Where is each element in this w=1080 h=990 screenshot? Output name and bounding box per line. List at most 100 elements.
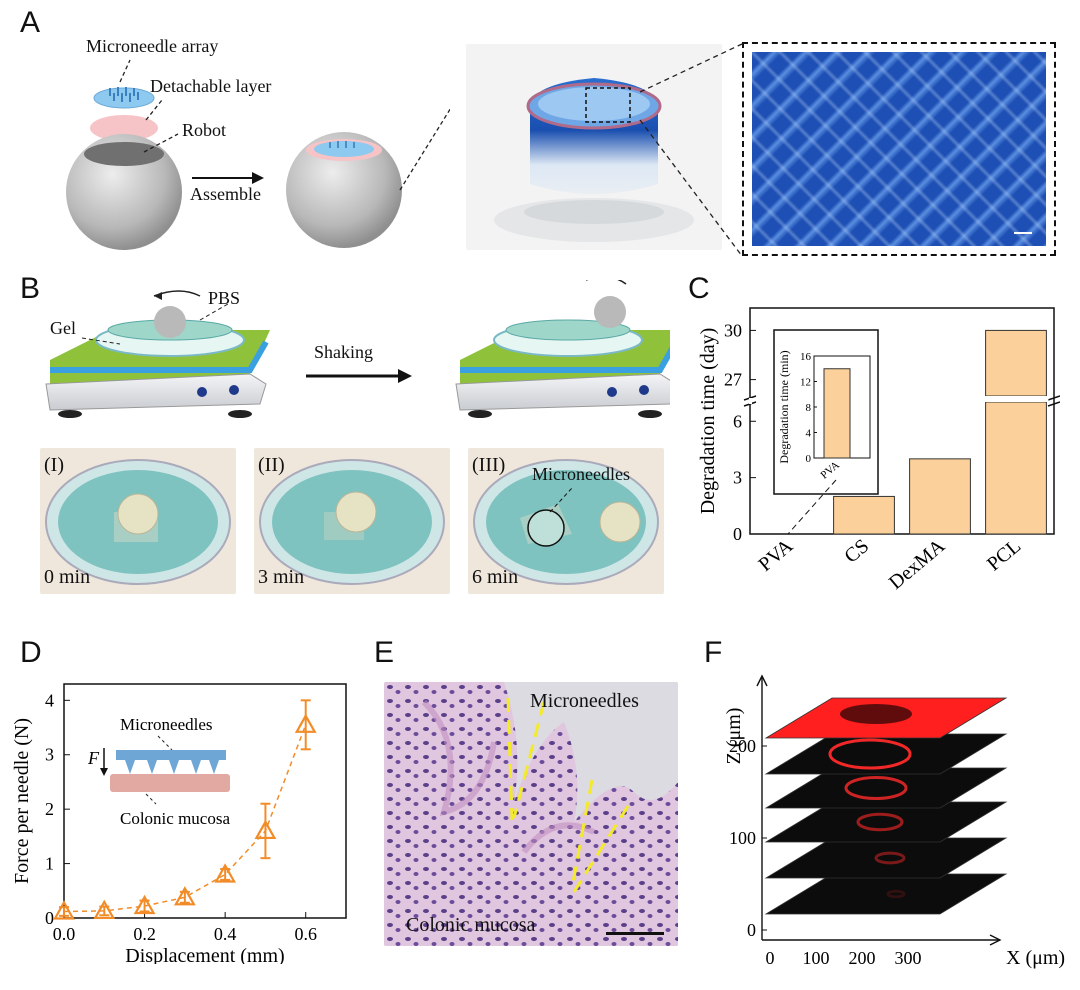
chart-d-point (93, 899, 116, 920)
chart-f-signal-3 (856, 812, 904, 832)
chart-f-slice-2 (764, 837, 1008, 879)
chart-c-break-gap (749, 398, 752, 404)
chart-c-bar-upper (985, 329, 1047, 397)
chart-d-inset-patch (116, 750, 226, 760)
photo-time-ii: 3 min (258, 566, 305, 588)
microneedle-zoom-frame (742, 42, 1056, 256)
chart-d-inset-needle (147, 760, 157, 774)
chart-c-inset-frame (773, 329, 879, 495)
chart-d-ytick-label: 3 (45, 745, 54, 765)
chart-d-point (254, 819, 277, 840)
label-colonic-mucosa: Colonic mucosa (406, 914, 536, 936)
chart-d-inset-mucosa-label: Colonic mucosa (120, 809, 230, 828)
scale-bar (1014, 232, 1032, 234)
label-shaking: Shaking (314, 342, 374, 362)
panel-letter-d: D (20, 636, 42, 669)
panel-letter-a: A (20, 6, 41, 39)
photo-time-i: 0 min (44, 566, 91, 588)
chart-d-point (173, 886, 196, 906)
chart-c-bar-lower (985, 401, 1047, 535)
photo-tag-ii: (II) (258, 454, 285, 476)
chart-d-xtick-label: 0.6 (294, 924, 317, 944)
histology-image (384, 682, 678, 946)
chart-c-xtick-label: DexMA (885, 535, 950, 594)
chart-c-inset-ytick-label: 12 (800, 377, 811, 389)
chart-f-slice-4 (764, 767, 1008, 809)
chart-c-ylabel: Degradation time (day) (697, 328, 719, 515)
chart-c-ytick-label: 0 (733, 524, 742, 544)
chart-c-bar-gap (983, 396, 1049, 402)
label-robot: Robot (182, 120, 227, 140)
chart-d-ytick-label: 4 (45, 690, 54, 710)
chart-f-signal-1 (886, 889, 906, 899)
chart-c-ytick-label: 27 (724, 370, 742, 390)
panel-letter-f: F (704, 636, 723, 669)
chart-d-point (133, 894, 156, 915)
chart-c-xtick-label: PVA (754, 535, 797, 576)
panel-letter-c: C (688, 272, 710, 305)
chart-d-xtick-label: 0.0 (53, 924, 76, 944)
chart-d-inset-force-label: F (87, 748, 100, 768)
chart-c-inset-ytick-label: 0 (806, 453, 812, 465)
chart-c-break-right (1047, 395, 1060, 401)
chart-f-xtick-label: 0 (766, 948, 775, 968)
chart-d-xlabel: Displacement (mm) (125, 945, 284, 964)
chart-f-x-arrow (989, 934, 1002, 946)
chart-d-inset-leader-2 (145, 793, 157, 805)
chart-c-xtick-label: PCL (983, 535, 1025, 575)
chart-f-ztick-label: 200 (729, 736, 756, 756)
robot-photo (466, 44, 722, 250)
chart-d-point (294, 713, 317, 733)
confocal-stack: Z (μm) X (μm) 0 100 200 0 100 200 300 (723, 674, 1065, 969)
chart-d-inset-needle (209, 760, 219, 774)
photo-tag-i: (I) (44, 454, 64, 476)
chart-c-ytick-label: 30 (724, 320, 742, 340)
dish-photo-6min (468, 448, 664, 594)
label-microneedles-histology: Microneedles (530, 690, 639, 712)
chart-c-inset-bar (823, 368, 851, 459)
chart-f-top-dark-spot (840, 704, 912, 724)
force-chart: 0 1 2 3 4 0.0 0.2 0.4 0.6 Displacement (mm) Force … (11, 683, 347, 964)
chart-d-ylabel: Force per needle (N) (11, 718, 33, 884)
chart-d-inset-mucosa (110, 774, 230, 792)
chart-d-point (53, 900, 75, 920)
chart-d-inset: Microneedles F Colonic mucosa (87, 715, 230, 828)
chart-c-inset-ylabel: Degradation time (min) (777, 350, 791, 463)
dish-photo-0min (40, 448, 236, 594)
zoom-lines (639, 43, 743, 257)
chart-d-inset-leader (157, 735, 173, 751)
panel-letter-e: E (374, 636, 395, 669)
chart-c-bar (833, 495, 895, 535)
chart-d-ytick-label: 1 (45, 854, 54, 874)
chart-d-inset-needle (191, 760, 201, 774)
chart-f-signal-5 (828, 738, 912, 770)
chart-d-inset-force-head (100, 768, 108, 776)
photo-time-iii: 6 min (472, 566, 519, 588)
chart-d-xtick-label: 0.4 (214, 924, 237, 944)
shaker-schematic (45, 280, 670, 418)
chart-f-slice-5 (764, 733, 1008, 775)
chart-f-xlabel: X (μm) (1006, 947, 1065, 969)
label-assemble: Assemble (190, 184, 261, 204)
chart-f-signal-2 (874, 851, 906, 865)
chart-c-ytick-label: 3 (733, 468, 742, 488)
label-detachable-layer: Detachable layer (150, 76, 272, 96)
label-microneedles-photo: Microneedles (532, 464, 630, 484)
microneedle-zoom-photo (752, 52, 1046, 246)
label-gel: Gel (50, 318, 76, 338)
histology-scale-bar (606, 932, 664, 935)
chart-d-ytick-label: 0 (45, 908, 54, 928)
chart-d-ytick-label: 2 (45, 799, 54, 819)
chart-c-inset-ytick-label: 16 (800, 351, 812, 363)
photo-tag-iii: (III) (472, 454, 506, 476)
chart-f-slice-1 (764, 873, 1008, 915)
chart-f-xtick-label: 100 (803, 948, 830, 968)
chart-f-slice-3 (764, 801, 1008, 843)
chart-d-xtick-label: 0.2 (133, 924, 156, 944)
chart-f-signal-4 (844, 776, 908, 800)
chart-c-inset-ytick-label: 4 (806, 428, 812, 440)
chart-c-inset-ytick-label: 8 (806, 402, 812, 414)
chart-f-xtick-label: 300 (895, 948, 922, 968)
chart-d-inset-needle (169, 760, 179, 774)
